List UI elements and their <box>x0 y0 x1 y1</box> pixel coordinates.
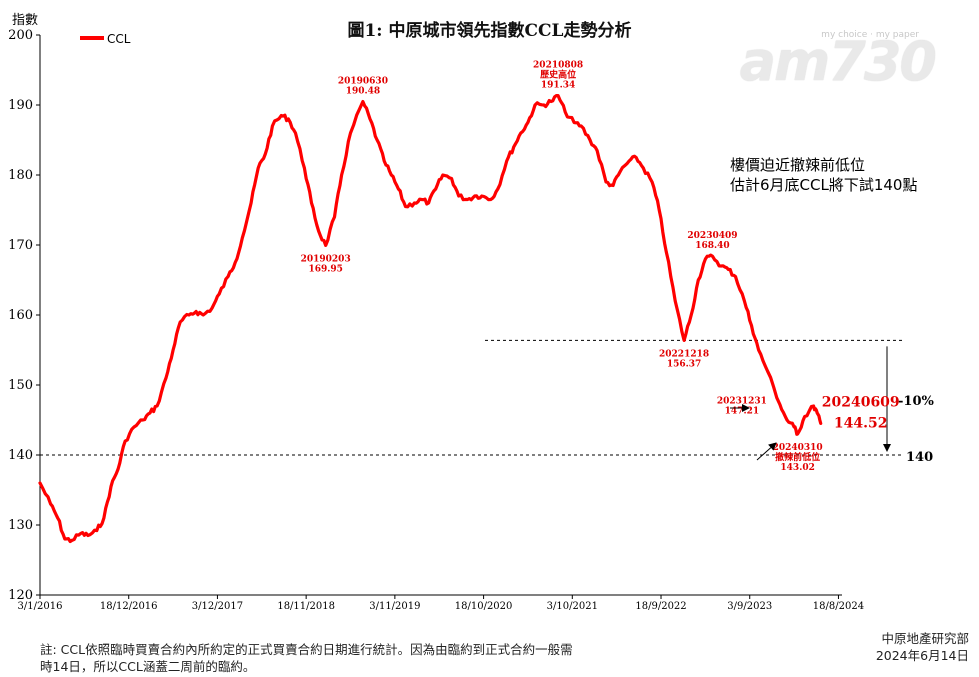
annotation-label: 190.48 <box>346 87 380 97</box>
x-tick-label: 18/12/2016 <box>100 601 158 612</box>
annotation-label: 撤辣前低位 <box>775 451 820 463</box>
annotation-label: 143.02 <box>780 463 814 473</box>
chart-title: 圖1: 中原城市領先指數CCL走勢分析 <box>347 21 632 41</box>
annotation-label: 147.21 <box>725 407 759 417</box>
y-tick-label: 120 <box>8 588 33 603</box>
annotation-label: 20190203 <box>301 254 351 264</box>
annotation-label: 191.34 <box>541 81 575 91</box>
x-tick-label: 18/8/2024 <box>813 601 864 612</box>
x-tick-label: 3/9/2023 <box>727 601 772 612</box>
annotation-label: 169.95 <box>308 264 342 274</box>
x-tick-label: 3/1/2016 <box>18 601 63 612</box>
y-tick-label: 160 <box>8 308 33 323</box>
source-date: 2024年6月14日 <box>875 648 969 663</box>
watermark-tagline: my choice · my paper <box>821 30 919 40</box>
annotation-label: 20230409 <box>687 231 737 241</box>
y-tick-label: 200 <box>8 28 33 43</box>
y-tick-label: 130 <box>8 518 33 533</box>
annotation-label: 20190630 <box>338 77 388 87</box>
annotation-label: 20240609 <box>822 394 900 410</box>
annotation-arrow-20240310 <box>756 442 777 461</box>
y-tick-label: 150 <box>8 378 33 393</box>
annotation-label: 144.52 <box>834 415 888 431</box>
footnote: 註: CCL依照臨時買賣合約內所約定的正式買賣合約日期進行統計。因為由臨約到正式… <box>40 641 670 675</box>
x-tick-label: 3/10/2021 <box>547 601 598 612</box>
legend-label-ccl: CCL <box>107 32 131 46</box>
x-tick-label: 3/11/2019 <box>369 601 420 612</box>
y-tick-label: 140 <box>8 448 33 463</box>
footnote-line-1: 註: CCL依照臨時買賣合約內所約定的正式買賣合約日期進行統計。因為由臨約到正式… <box>40 642 573 657</box>
y-tick-label: 180 <box>8 168 33 183</box>
x-tick-label: 18/9/2022 <box>635 601 686 612</box>
annotation-label: 20210808 <box>533 61 583 71</box>
annotation-label: 歷史高位 <box>540 69 576 81</box>
x-tick-label: 18/10/2020 <box>455 601 513 612</box>
y-tick-label: 190 <box>8 98 33 113</box>
annotation-label: 168.40 <box>695 241 729 251</box>
am730-watermark-logo: am730 <box>739 30 937 93</box>
commentary-line: 樓價迫近撤辣前低位 <box>730 156 865 174</box>
annotation-label: 20221218 <box>659 349 709 359</box>
drop-label: -10% <box>898 394 934 409</box>
y-axis-title: 指數 <box>12 13 38 28</box>
annotation-label: 156.37 <box>667 359 701 369</box>
annotation-label: 20231231 <box>717 397 767 407</box>
source-block: 中原地產研究部 2024年6月14日 <box>876 630 969 664</box>
x-tick-label: 18/11/2018 <box>277 601 335 612</box>
ccl-series-line <box>38 94 823 544</box>
x-tick-label: 3/12/2017 <box>192 601 243 612</box>
y-tick-label: 170 <box>8 238 33 253</box>
reference-line-140-label: 140 <box>906 450 933 465</box>
footnote-line-2: 時14日，所以CCL涵蓋二周前的臨約。 <box>40 659 256 674</box>
commentary-line: 估計6月底CCL將下試140點 <box>730 176 917 194</box>
source-org: 中原地產研究部 <box>881 631 969 646</box>
annotation-label: 20240310 <box>773 443 823 453</box>
